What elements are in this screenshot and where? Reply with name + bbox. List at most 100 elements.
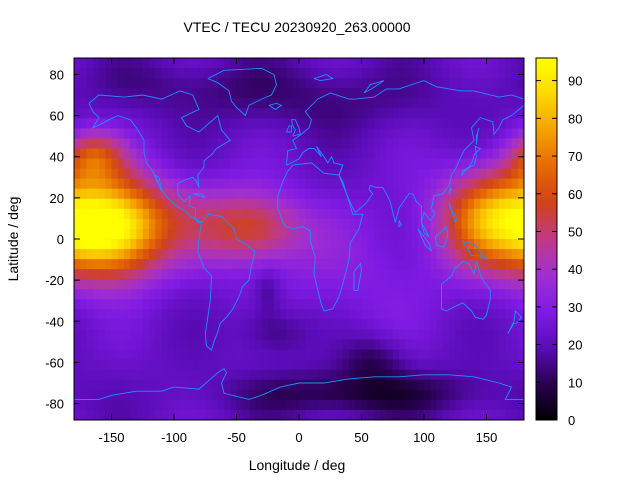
heatmap-cell: [480, 158, 488, 170]
heatmap-cell: [274, 259, 281, 270]
heatmap-cell: [455, 399, 463, 411]
heatmap-cell: [399, 279, 406, 290]
heatmap-cell: [430, 198, 438, 210]
heatmap-cell: [355, 128, 363, 140]
heatmap-cell: [311, 178, 319, 190]
coastline-svalbard: [313, 74, 335, 82]
heatmap-cell: [330, 108, 338, 119]
heatmap-cell: [411, 58, 419, 69]
heatmap-cell: [117, 168, 125, 180]
heatmap-cell: [186, 118, 194, 129]
heatmap-cell: [124, 289, 131, 300]
heatmap-cell: [467, 88, 475, 99]
heatmap-cell: [230, 158, 238, 170]
heatmap-cell: [236, 158, 244, 170]
heatmap-cell: [86, 269, 94, 280]
heatmap-cell: [124, 399, 131, 411]
y-tick-label: -40: [45, 314, 64, 329]
heatmap-cell: [199, 68, 206, 79]
heatmap-cell: [199, 289, 206, 300]
heatmap-cell: [267, 78, 275, 89]
heatmap-cell: [336, 208, 344, 220]
heatmap-cell: [205, 218, 213, 230]
heatmap-cell: [105, 188, 113, 200]
heatmap-cell: [92, 349, 100, 361]
heatmap-cell: [255, 208, 263, 220]
heatmap-cell: [361, 349, 369, 361]
heatmap-cell: [336, 118, 344, 129]
heatmap-cell: [505, 369, 513, 381]
heatmap-cell: [417, 218, 425, 230]
heatmap-cell: [367, 259, 375, 270]
heatmap-cell: [305, 389, 313, 401]
heatmap-cell: [117, 218, 125, 230]
heatmap-cell: [480, 138, 488, 150]
heatmap-cell: [124, 128, 131, 140]
heatmap-cell: [149, 78, 156, 89]
colorbar-tick-label: 10: [568, 375, 582, 390]
heatmap-cell: [74, 198, 81, 210]
heatmap-cell: [124, 239, 131, 250]
heatmap-cell: [255, 329, 263, 341]
heatmap-cell: [230, 218, 238, 230]
heatmap-cell: [461, 269, 469, 280]
heatmap-cell: [236, 168, 244, 180]
heatmap-cell: [492, 269, 500, 280]
heatmap-cell: [455, 309, 463, 321]
heatmap-cell: [399, 239, 406, 250]
heatmap-cell: [355, 389, 363, 401]
heatmap-cell: [492, 208, 500, 220]
heatmap-cell: [299, 198, 306, 210]
heatmap-cell: [499, 319, 506, 331]
heatmap-cell: [205, 359, 213, 371]
heatmap-cell: [411, 98, 419, 109]
heatmap-cell: [255, 218, 263, 230]
heatmap-cell: [155, 269, 163, 280]
heatmap-cell: [505, 58, 513, 69]
colorbar-tick-label: 60: [568, 187, 582, 202]
heatmap-cell: [342, 409, 350, 420]
heatmap-cell: [280, 208, 288, 220]
heatmap-cell: [186, 148, 194, 160]
heatmap-cell: [99, 98, 106, 109]
heatmap-cell: [242, 359, 250, 371]
heatmap-cell: [480, 198, 488, 210]
heatmap-cell: [111, 228, 119, 240]
heatmap-cell: [336, 78, 344, 89]
heatmap-cell: [186, 138, 194, 150]
heatmap-cell: [442, 78, 450, 89]
heatmap-cell: [317, 239, 325, 250]
heatmap-cell: [330, 168, 338, 180]
heatmap-cell: [92, 58, 100, 69]
heatmap-cell: [267, 349, 275, 361]
heatmap-cell: [355, 239, 363, 250]
heatmap-cell: [249, 178, 256, 190]
heatmap-cell: [142, 309, 150, 321]
heatmap-cell: [499, 128, 506, 140]
heatmap-cell: [517, 379, 524, 391]
heatmap-cell: [355, 409, 363, 420]
heatmap-cell: [155, 78, 163, 89]
heatmap-cell: [299, 58, 306, 69]
heatmap-cell: [267, 88, 275, 99]
heatmap-cell: [355, 289, 363, 300]
heatmap-cell: [361, 58, 369, 69]
heatmap-cell: [136, 249, 144, 260]
heatmap-cell: [492, 188, 500, 200]
heatmap-cell: [230, 269, 238, 280]
heatmap-cell: [274, 148, 281, 160]
heatmap-cell: [111, 208, 119, 220]
heatmap-cell: [117, 249, 125, 260]
heatmap-cell: [130, 138, 138, 150]
heatmap-cell: [161, 108, 169, 119]
heatmap-cell: [180, 259, 188, 270]
heatmap-cell: [205, 269, 213, 280]
heatmap-cell: [436, 198, 444, 210]
coastline-madagascar: [353, 262, 362, 291]
heatmap-cell: [511, 148, 519, 160]
heatmap-cell: [217, 88, 225, 99]
heatmap-cell: [461, 279, 469, 290]
heatmap-cell: [442, 279, 450, 290]
heatmap-cell: [274, 349, 281, 361]
heatmap-cell: [224, 198, 231, 210]
